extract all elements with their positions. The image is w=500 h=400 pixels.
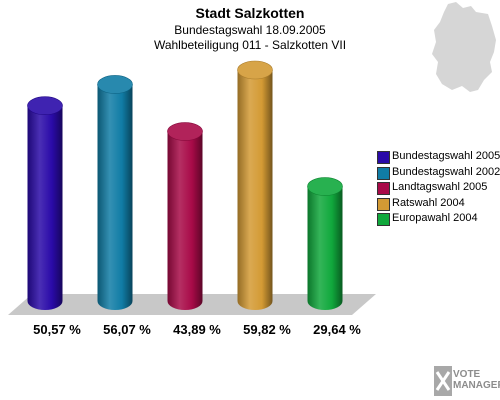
- bar: [167, 122, 203, 311]
- chart-subtitle-2: Wahlbeteiligung 011 - Salzkotten VII: [153, 38, 347, 52]
- bar-top: [97, 75, 133, 94]
- bar: [237, 60, 273, 311]
- legend-swatch: [377, 151, 390, 164]
- bar: [307, 177, 343, 311]
- bar-top: [167, 122, 203, 141]
- bar-body: [167, 131, 203, 311]
- value-label: 56,07 %: [103, 322, 151, 337]
- bar-top: [237, 60, 273, 80]
- logo-text-line2: MANAGER: [453, 380, 500, 391]
- logo-text: VOTE MANAGER: [453, 369, 500, 391]
- bar-body: [97, 84, 133, 311]
- value-label: 59,82 %: [243, 322, 291, 337]
- bar-body: [27, 105, 63, 311]
- legend-label: Ratswahl 2004: [392, 196, 465, 209]
- legend-swatch: [377, 213, 390, 226]
- bar: [27, 96, 63, 311]
- legend-swatch: [377, 166, 390, 180]
- legend-label: Europawahl 2004: [392, 212, 478, 224]
- value-label: 43,89 %: [173, 322, 221, 337]
- chart-title: Stadt Salzkotten: [195, 5, 305, 21]
- value-label: 50,57 %: [33, 322, 81, 337]
- value-label: 29,64 %: [313, 322, 361, 337]
- legend-swatch: [377, 182, 390, 195]
- legend-swatch: [377, 197, 390, 211]
- legend-label: Bundestagswahl 2002: [392, 165, 500, 178]
- legend-label: Bundestagswahl 2005: [392, 150, 500, 162]
- chart-subtitle: Bundestagswahl 18.09.2005: [174, 23, 326, 37]
- logo-text-line1: VOTE: [453, 369, 481, 380]
- germany-map-icon: [432, 2, 496, 92]
- bar-top: [307, 177, 343, 196]
- bar-body: [237, 70, 273, 311]
- legend-label: Landtagswahl 2005: [392, 181, 488, 193]
- bar-top: [27, 96, 63, 116]
- bar-body: [307, 186, 343, 311]
- bar: [97, 75, 133, 311]
